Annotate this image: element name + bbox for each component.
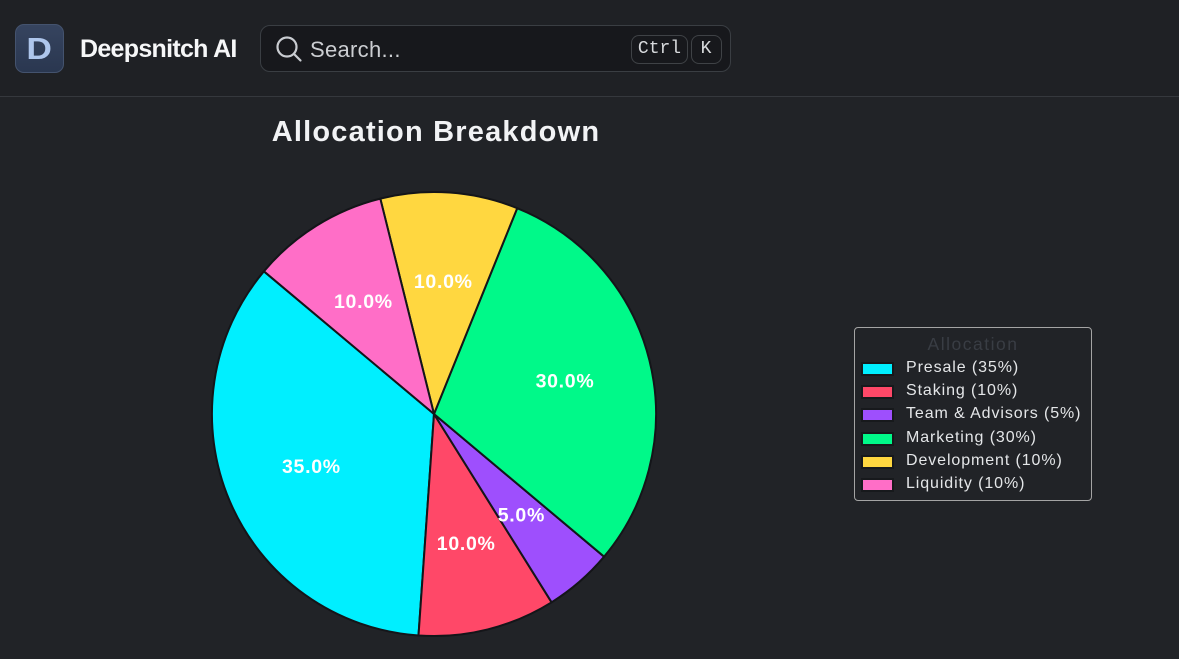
svg-text:10.0%: 10.0% bbox=[334, 291, 393, 313]
svg-text:30.0%: 30.0% bbox=[536, 371, 595, 393]
svg-text:35.0%: 35.0% bbox=[282, 456, 341, 478]
svg-text:5.0%: 5.0% bbox=[498, 505, 545, 527]
svg-text:10.0%: 10.0% bbox=[414, 271, 473, 293]
svg-text:10.0%: 10.0% bbox=[437, 533, 496, 555]
